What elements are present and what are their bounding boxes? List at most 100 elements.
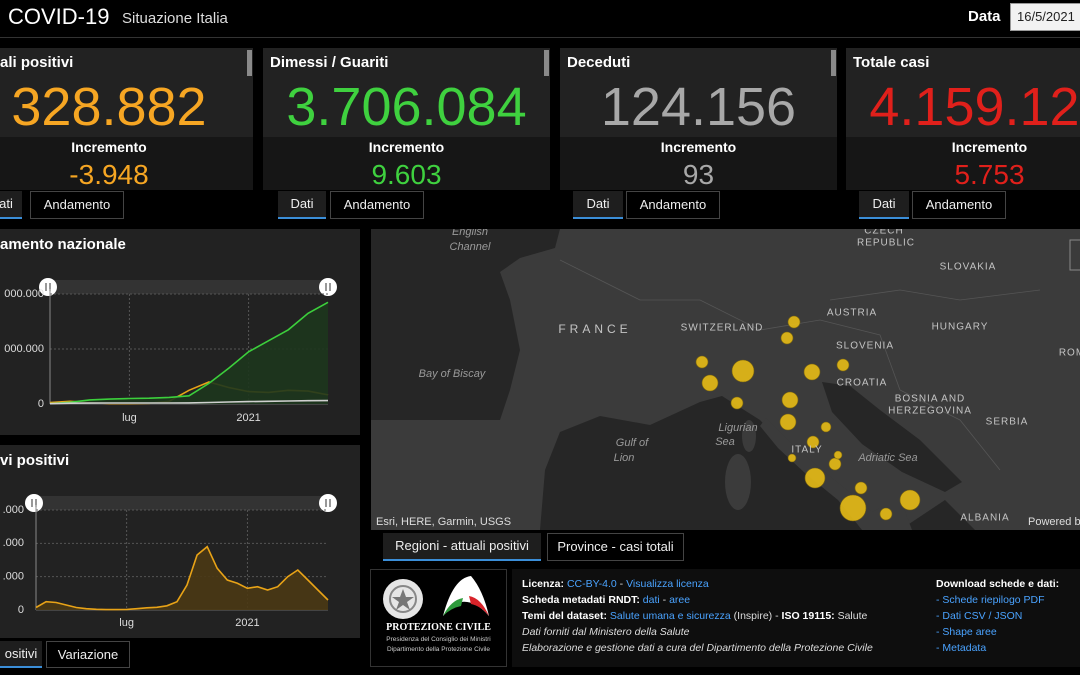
map-bubble[interactable] [781,391,799,409]
card-tab[interactable]: ati [0,191,22,219]
map-bubble[interactable] [787,453,797,463]
slider-handle[interactable] [319,494,337,512]
download-link[interactable]: - Dati CSV / JSON [936,610,1023,622]
info-box: Licenza: CC-BY-4.0 - Visualizza licenza S… [512,569,1080,667]
info-text: Elaborazione e gestione dati a cura del … [522,642,873,654]
map-bubble[interactable] [695,355,709,369]
map-label: Channel [450,241,492,253]
map-bubble[interactable] [899,489,921,511]
date-label: Data [968,8,1001,25]
map-bubble[interactable] [806,435,820,449]
map-bubble[interactable] [787,315,801,329]
map-label: Sea [715,436,735,448]
slider-handle[interactable] [25,494,43,512]
info-link[interactable]: dati [642,594,660,606]
map[interactable]: English Channel FRANCE SWITZERLAND AUSTRIA CZ… [371,229,1080,530]
download-link[interactable]: - Schede riepilogo PDF [936,594,1045,606]
chart: 0 000.000 000.000 lug 2021 [4,278,337,424]
pc-logo [443,576,489,616]
map-label: SLOVENIA [836,341,894,352]
handle-grip [325,499,331,507]
info-text: ISO 19115: [781,610,835,622]
info-text: Salute [837,610,868,622]
card-tab[interactable]: Dati [859,191,909,219]
emblem-star [392,589,414,610]
map-label: ALBANIA [960,513,1009,524]
map-label: Adriatic Sea [857,452,917,464]
map-bubble[interactable] [828,457,842,471]
card-tab[interactable]: Andamento [912,191,1006,219]
map-bubble[interactable] [803,363,821,381]
download-link[interactable]: - Metadata [936,642,987,654]
card-tab[interactable]: Andamento [30,191,124,219]
increment-value: 5.753 [954,159,1025,190]
map-bubble[interactable] [779,413,797,431]
info-line: Elaborazione e gestione dati a cura del … [522,642,873,654]
map-label: Bay of Biscay [419,368,487,380]
y-tick-label: .000 [3,571,24,583]
island [725,454,751,510]
island [742,420,756,452]
increment-value: -3.948 [69,159,149,190]
map-tab[interactable]: Province - casi totali [547,533,684,561]
info-link[interactable]: CC-BY-4.0 [566,578,617,590]
map-label: ITALY [791,445,822,456]
chart-title: vi positivi [0,452,70,469]
map-widget[interactable] [1069,239,1080,271]
card-title: ali positivi [0,54,74,71]
slider-handle[interactable] [39,278,57,296]
map-tab[interactable]: Regioni - attuali positivi [383,533,541,561]
area [36,546,328,610]
map-label: REPUBLIC [857,238,915,249]
logo-name: PROTEZIONE CIVILE [386,622,491,633]
logo-line: Presidenza del Consiglio dei Ministri [386,636,491,643]
map-bubble[interactable] [701,374,719,392]
card-tab[interactable]: Andamento [330,191,424,219]
info-text: Temi del dataset: [522,610,607,622]
map-label: ROM [1059,348,1080,359]
card [0,48,253,137]
map-bubble[interactable] [820,421,832,433]
scrollbar [544,50,549,76]
map-bubble[interactable] [839,494,867,522]
card [263,48,550,137]
map-label: Gulf of [616,437,649,449]
card-increment-area [846,137,1080,190]
map-bubble[interactable] [879,507,893,521]
range-slider[interactable] [34,496,328,510]
card-tab[interactable]: Dati [278,191,326,219]
scrollbar [831,50,836,76]
map-bubble[interactable] [804,467,826,489]
range-slider[interactable] [48,280,328,294]
card-tab[interactable]: Andamento [626,191,720,219]
map-bubble[interactable] [836,358,850,372]
chart-tab[interactable]: Variazione [46,641,130,668]
download-link[interactable]: - Shape aree [936,626,997,638]
map-bubble[interactable] [854,481,868,495]
increment-label: Incremento [368,139,445,155]
slider-handle[interactable] [319,278,337,296]
scrollbar [247,50,252,76]
line [49,399,329,405]
card-value: 3.706.084 [286,77,527,137]
emblem-ring [389,585,417,613]
y-tick-label: 000.000 [4,288,44,300]
map-label: CZECH [864,229,903,237]
map-bubble[interactable] [833,450,843,460]
date-input[interactable]: 16/5/2021 [1010,3,1080,31]
increment-value: 93 [682,159,715,190]
map-bubble[interactable] [730,396,744,410]
info-text: (Inspire) - [733,610,779,622]
map-bubble[interactable] [731,359,755,383]
info-link[interactable]: Visualizza licenza [626,578,709,590]
card-value: 4.159.122 [869,77,1080,137]
x-tick-label: lug [119,617,134,629]
pc-logo-red [469,596,489,616]
pc-logo-green [443,598,463,616]
card-tab[interactable]: Dati [573,191,623,219]
sea [371,229,560,420]
info-link[interactable]: aree [669,594,691,606]
info-link[interactable]: Salute umana e sicurezza [609,610,731,622]
map-bubble[interactable] [780,331,794,345]
chart-tab[interactable]: ositivi [0,641,42,668]
